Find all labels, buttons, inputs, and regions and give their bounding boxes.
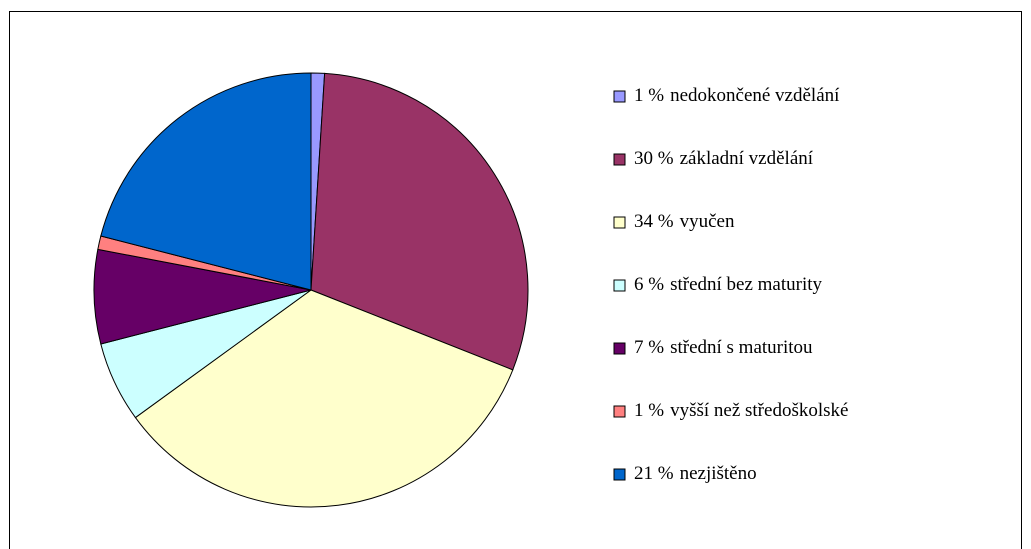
legend-value: 30 % [634, 148, 674, 169]
legend-category: nezjištěno [680, 463, 757, 484]
legend-label: 1 % nedokončené vzdělání [634, 85, 840, 106]
legend-value: 21 % [634, 463, 674, 484]
legend: 1 % nedokončené vzdělání 30 % základní vzdě… [613, 85, 848, 484]
legend-category: vyučen [680, 211, 735, 232]
legend-value: 34 % [634, 211, 674, 232]
pie [93, 72, 529, 508]
pie-slice [134, 289, 514, 508]
legend-swatch [613, 342, 626, 355]
legend-swatch [613, 279, 626, 292]
legend-value: 6 % [634, 274, 664, 295]
legend-label: 21 % nezjištěno [634, 463, 757, 484]
legend-swatch [613, 216, 626, 229]
legend-category: střední bez maturity [670, 274, 822, 295]
legend-category: střední s maturitou [670, 337, 813, 358]
legend-label: 34 % vyučen [634, 211, 735, 232]
legend-label: 7 % střední s maturitou [634, 337, 813, 358]
legend-swatch [613, 405, 626, 418]
legend-value: 7 % [634, 337, 664, 358]
legend-label: 30 % základní vzdělání [634, 148, 814, 169]
legend-category: nedokončené vzdělání [670, 85, 840, 106]
legend-swatch [613, 90, 626, 103]
legend-label: 1 % vyšší než středoškolské [634, 400, 848, 421]
legend-value: 1 % [634, 400, 664, 421]
legend-value: 1 % [634, 85, 664, 106]
legend-category: základní vzdělání [680, 148, 814, 169]
pie-slice [100, 72, 312, 291]
legend-category: vyšší než středoškolské [670, 400, 848, 421]
legend-swatch [613, 153, 626, 166]
legend-swatch [613, 468, 626, 481]
pie-slice [310, 72, 529, 371]
legend-label: 6 % střední bez maturity [634, 274, 823, 295]
